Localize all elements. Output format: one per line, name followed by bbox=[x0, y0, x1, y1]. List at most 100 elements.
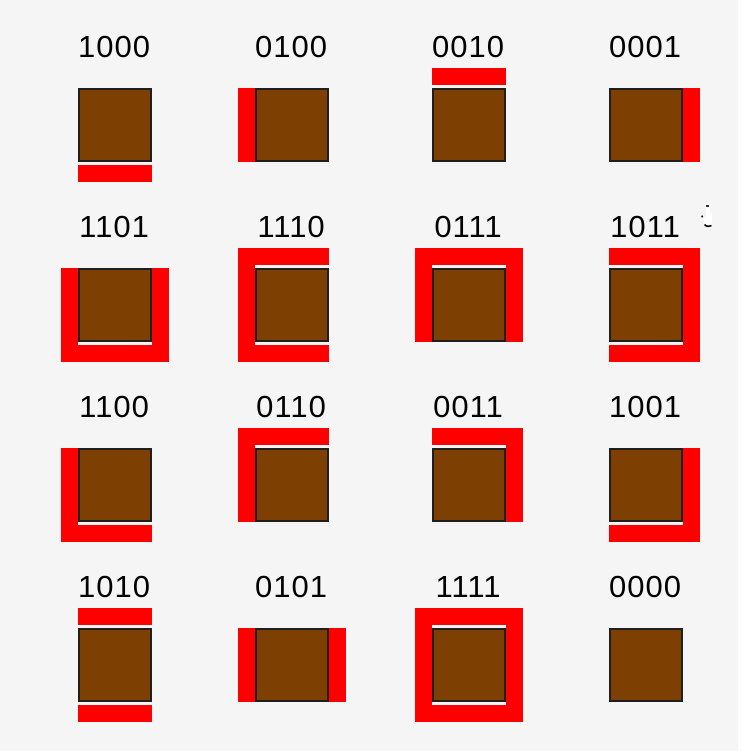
cell-1010: 1010 bbox=[26, 562, 203, 742]
edge-bar-left bbox=[237, 248, 255, 362]
cell-diagram bbox=[412, 246, 526, 364]
cell-diagram bbox=[412, 426, 526, 544]
cell-diagram bbox=[412, 66, 526, 184]
edge-bar-top bbox=[237, 248, 329, 265]
cell-1100: 1100 bbox=[26, 382, 203, 562]
cell-1011: 1011 bbox=[557, 202, 734, 382]
edge-bar-top bbox=[431, 68, 506, 85]
cell-square bbox=[608, 88, 683, 162]
cell-diagram bbox=[58, 426, 172, 544]
cell-code-label: 1011 bbox=[610, 209, 681, 244]
cell-square bbox=[608, 448, 683, 522]
edge-bar-bottom bbox=[60, 525, 152, 542]
cell-diagram bbox=[235, 246, 349, 364]
edge-bar-bottom bbox=[237, 345, 329, 362]
edge-bar-right bbox=[505, 428, 523, 522]
cell-diagram bbox=[589, 426, 703, 544]
cell-diagram bbox=[235, 66, 349, 184]
edge-bar-right bbox=[682, 248, 700, 362]
cell-square bbox=[608, 268, 683, 342]
cell-1000: 1000 bbox=[26, 22, 203, 202]
hand-cursor-icon bbox=[701, 205, 712, 228]
cell-diagram bbox=[412, 606, 526, 724]
cell-code-label: 0000 bbox=[609, 569, 682, 604]
cell-code-label: 0110 bbox=[256, 389, 327, 424]
cell-1111: 1111 bbox=[380, 562, 557, 742]
edge-bar-top bbox=[414, 608, 523, 625]
cell-square bbox=[254, 268, 329, 342]
cell-code-label: 0111 bbox=[434, 209, 503, 244]
edge-bar-bottom bbox=[608, 345, 700, 362]
edge-bar-left bbox=[414, 248, 432, 342]
edge-bar-bottom bbox=[77, 705, 152, 722]
cell-1110: 1110 bbox=[203, 202, 380, 382]
cell-diagram bbox=[235, 426, 349, 544]
edge-bar-left bbox=[414, 608, 432, 722]
edge-bar-bottom bbox=[608, 525, 700, 542]
cell-code-label: 1101 bbox=[79, 209, 150, 244]
cell-square bbox=[254, 628, 329, 702]
cell-code-label: 1111 bbox=[435, 569, 502, 604]
edge-bar-left bbox=[237, 88, 255, 162]
edge-bar-top bbox=[237, 428, 329, 445]
cell-square bbox=[431, 88, 506, 162]
cell-1101: 1101 bbox=[26, 202, 203, 382]
edge-bar-right bbox=[505, 248, 523, 342]
cell-diagram bbox=[58, 66, 172, 184]
cell-square bbox=[77, 448, 152, 522]
cell-0010: 0010 bbox=[380, 22, 557, 202]
cell-square bbox=[254, 448, 329, 522]
cell-code-label: 0101 bbox=[255, 569, 328, 604]
edge-bar-right bbox=[682, 88, 700, 162]
cell-square bbox=[431, 268, 506, 342]
cell-square bbox=[431, 628, 506, 702]
cell-diagram bbox=[58, 606, 172, 724]
cell-square bbox=[608, 628, 683, 702]
cell-diagram bbox=[235, 606, 349, 724]
edge-bar-right bbox=[328, 628, 346, 702]
edge-bar-left bbox=[237, 628, 255, 702]
cell-diagram bbox=[589, 606, 703, 724]
cell-0000: 0000 bbox=[557, 562, 734, 742]
cell-code-label: 0001 bbox=[609, 29, 682, 64]
cell-0001: 0001 bbox=[557, 22, 734, 202]
cell-square bbox=[77, 88, 152, 162]
edge-bar-bottom bbox=[60, 345, 169, 362]
cell-code-label: 1010 bbox=[78, 569, 151, 604]
cell-code-label: 0010 bbox=[432, 29, 505, 64]
cell-square bbox=[77, 268, 152, 342]
edge-bar-left bbox=[60, 448, 78, 542]
cell-0111: 0111 bbox=[380, 202, 557, 382]
cell-0110: 0110 bbox=[203, 382, 380, 562]
edge-bar-left bbox=[237, 428, 255, 522]
cell-0011: 0011 bbox=[380, 382, 557, 562]
cell-diagram bbox=[589, 246, 703, 364]
edge-bar-bottom bbox=[77, 165, 152, 182]
edge-bar-bottom bbox=[414, 705, 523, 722]
cell-0101: 0101 bbox=[203, 562, 380, 742]
edge-bar-top bbox=[77, 608, 152, 625]
edge-bar-left bbox=[60, 268, 78, 362]
cell-code-label: 0011 bbox=[433, 389, 504, 424]
cell-0100: 0100 bbox=[203, 22, 380, 202]
edge-bar-top bbox=[608, 248, 700, 265]
edge-bar-top bbox=[431, 428, 523, 445]
screenshot-edge-bottom bbox=[0, 751, 742, 754]
cell-code-label: 0100 bbox=[255, 29, 328, 64]
edge-bar-right bbox=[682, 448, 700, 542]
edge-bar-right bbox=[151, 268, 169, 362]
cell-1001: 1001 bbox=[557, 382, 734, 562]
cell-diagram bbox=[58, 246, 172, 364]
cell-diagram bbox=[589, 66, 703, 184]
cell-code-label: 1100 bbox=[79, 389, 150, 424]
cell-square bbox=[77, 628, 152, 702]
cell-square bbox=[254, 88, 329, 162]
code-square-grid: 1000 0100 0010 0001 1101 1110 0111 1011 1100 0110… bbox=[26, 22, 734, 742]
cell-square bbox=[431, 448, 506, 522]
cell-code-label: 1110 bbox=[257, 209, 326, 244]
cell-code-label: 1001 bbox=[609, 389, 682, 424]
cell-code-label: 1000 bbox=[78, 29, 151, 64]
edge-bar-right bbox=[505, 608, 523, 722]
edge-bar-top bbox=[414, 248, 523, 265]
screenshot-edge-right bbox=[738, 0, 742, 754]
